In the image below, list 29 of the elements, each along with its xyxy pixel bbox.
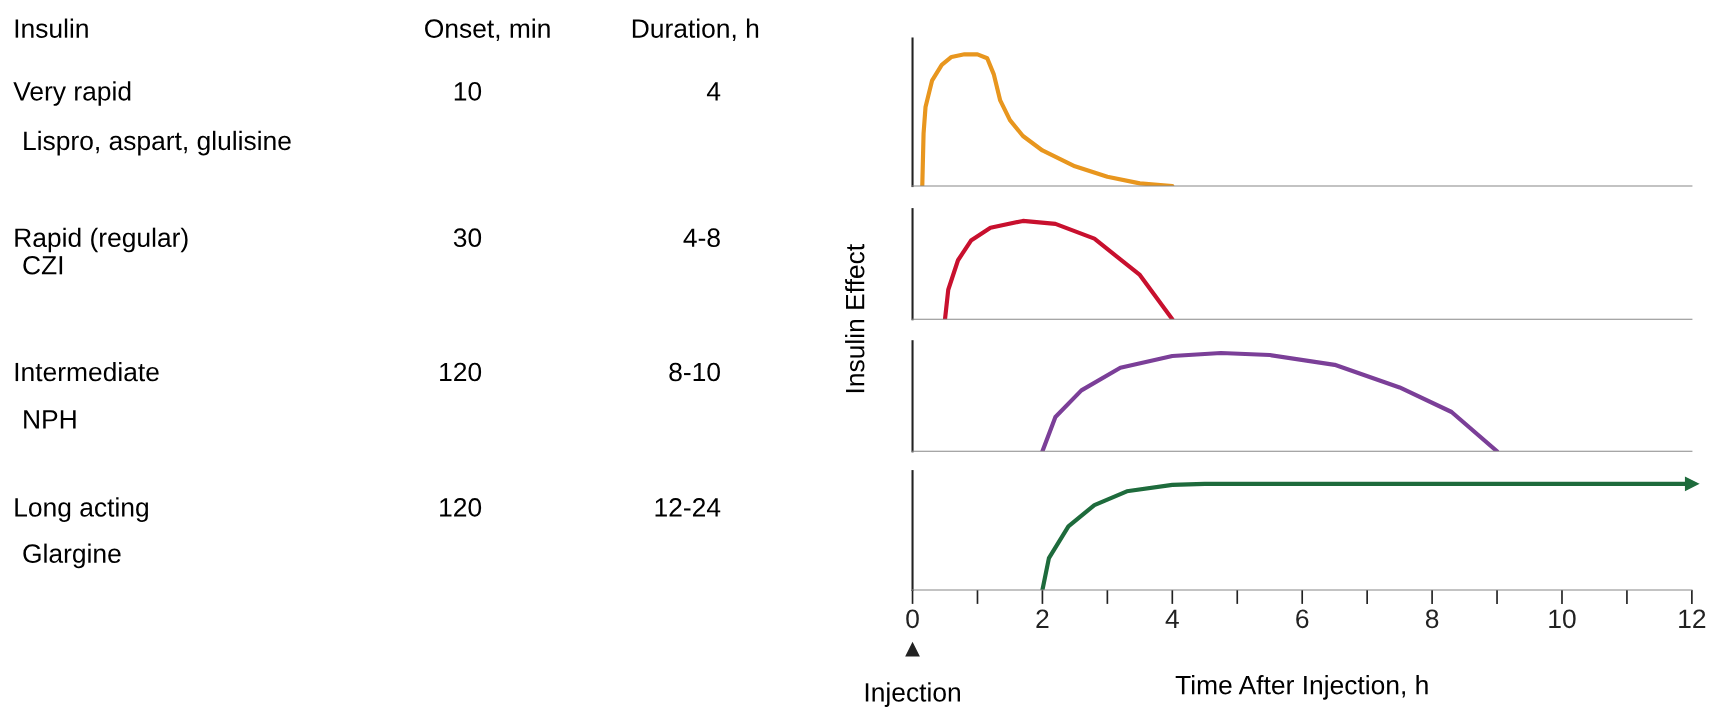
x-tick-label: 6: [1296, 609, 1309, 629]
text: Intermediate: [15, 361, 159, 382]
text: 30: [453, 228, 482, 248]
text: Glargine: [23, 543, 121, 569]
x-tick-label: 10: [1549, 609, 1576, 629]
x-tick-label: 8: [1425, 609, 1439, 629]
text: 8-10: [669, 362, 720, 382]
text: Insulin: [15, 18, 88, 38]
x-axis-title: Time After Injection, h: [1175, 675, 1428, 700]
text: Long acting: [15, 497, 148, 522]
x-tick-label: 4: [1165, 609, 1179, 628]
text: Rapid (regular): [15, 227, 188, 253]
text: 4: [706, 82, 721, 101]
x-tick-label: 2: [1036, 609, 1049, 628]
text: NPH: [24, 410, 76, 429]
text: Duration, h: [632, 18, 759, 42]
text: Lispro, aspart, glulisine: [24, 130, 291, 156]
text: 120: [440, 362, 482, 382]
text: 4-8: [683, 228, 720, 248]
x-tick-label: 12: [1679, 609, 1706, 628]
text: CZI: [23, 255, 63, 275]
text: 10: [454, 81, 482, 101]
x-tick-label: 0: [906, 609, 919, 629]
text: Onset, min: [425, 18, 550, 42]
text: Very rapid: [13, 81, 131, 106]
text: Injection: [865, 682, 960, 707]
y-axis-title: Insulin Effect: [845, 244, 865, 393]
text: 120: [440, 498, 482, 517]
text: 12-24: [655, 498, 721, 517]
